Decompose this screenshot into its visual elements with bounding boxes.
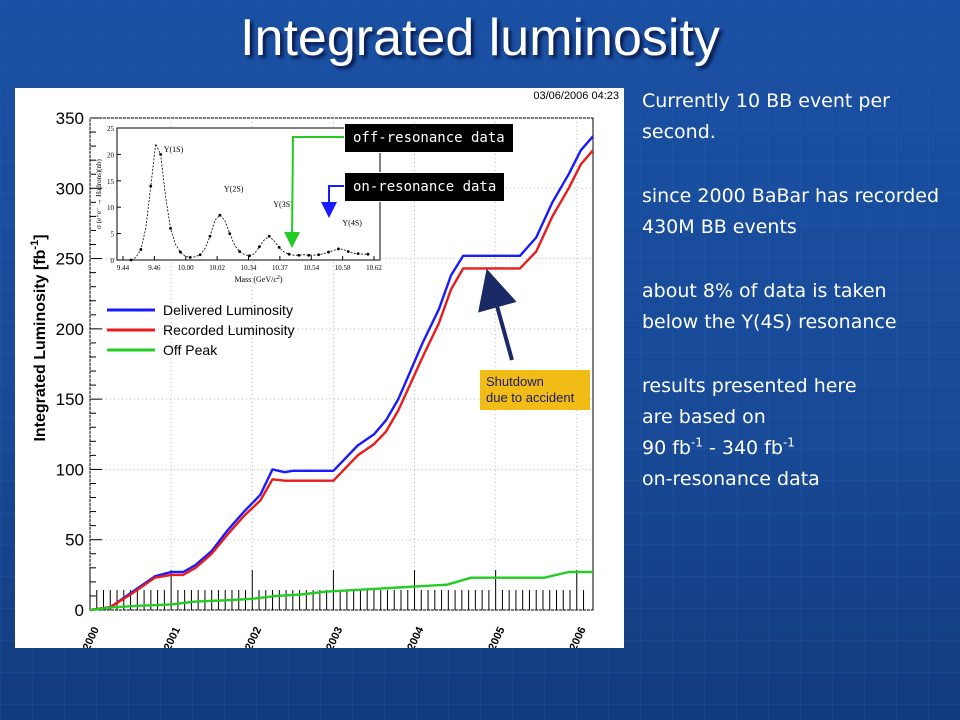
legend-label: Off Peak	[163, 342, 218, 358]
inset-x-tick-label: 10.58	[335, 264, 351, 272]
inset-y-tick-label: 0	[111, 257, 115, 265]
bullet-4-line-1: results presented here	[642, 375, 857, 397]
inset-point	[336, 247, 340, 251]
range-end-sup: -1	[782, 435, 795, 450]
inset-point	[248, 254, 251, 258]
y-tick-label: 150	[56, 390, 84, 409]
inset-y-tick-label: 25	[107, 125, 115, 133]
inset-x-tick-label: 10.54	[303, 264, 319, 272]
chart-panel: 03/06/2006 04:23 0 50 100 150 200 250 300 350 200…	[15, 88, 624, 648]
inset-x-label-text: Mass (GeV/c	[234, 275, 277, 284]
range-start: 90 fb	[642, 437, 691, 459]
inset-point	[228, 232, 232, 236]
inset-point	[169, 226, 172, 230]
bullet-4-line-4: on-resonance data	[642, 468, 820, 490]
on-resonance-callout: on-resonance data	[344, 172, 506, 202]
inset-x-tick-label: 10.02	[209, 264, 225, 272]
slide-title: Integrated luminosity	[240, 9, 720, 67]
legend-label: Recorded Luminosity	[163, 322, 295, 338]
inset-point	[327, 250, 330, 254]
inset-x-tick-label: 10.34	[241, 264, 257, 272]
inset-peak-label: Υ(1S)	[164, 145, 184, 154]
inset-y-tick-label: 15	[107, 178, 115, 186]
inset-peak-label: Υ(4S)	[342, 219, 362, 228]
inset-x-label: Mass (GeV/c2)	[234, 275, 282, 284]
inset-x-tick-label: 10.37	[272, 264, 288, 272]
inset-y-tick-label: 10	[107, 204, 115, 212]
y-axis-label: Integrated Luminosity [fb-1]	[29, 234, 49, 441]
y-tick-label: 0	[75, 601, 84, 620]
inset-point	[307, 253, 311, 257]
chart-timestamp: 03/06/2006 04:23	[533, 90, 619, 102]
range-start-sup: -1	[690, 435, 703, 450]
inset-point	[129, 258, 133, 262]
inset-point	[159, 153, 163, 156]
y-tick-label: 250	[56, 250, 84, 269]
y-axis-label-text: Integrated Luminosity [fb	[32, 249, 49, 441]
y-axis-label-end: ]	[32, 234, 49, 239]
y-tick-label: 50	[65, 531, 84, 550]
inset-point	[178, 250, 182, 254]
inset-point	[218, 213, 222, 217]
shutdown-line-2: due to accident	[486, 390, 575, 405]
inset-x-tick-label: 10.62	[366, 264, 382, 272]
bullet-2: since 2000 BaBar has recorded 430M BB ev…	[642, 185, 940, 238]
inset-x-tick-label: 10.00	[178, 264, 194, 272]
bullet-4-line-3: 90 fb-1 - 340 fb-1	[642, 433, 942, 464]
legend-label: Delivered Luminosity	[163, 302, 293, 318]
series-line-off-peak	[89, 570, 593, 612]
shutdown-line-1: Shutdown	[486, 374, 544, 389]
inset-point	[317, 253, 321, 257]
inset-x-tick-label: 9.44	[117, 264, 130, 272]
bullet-list: Currently 10 BB event per second. since …	[642, 86, 942, 495]
off-resonance-arrow	[284, 136, 345, 248]
shutdown-arrow	[478, 268, 517, 361]
inset-y-label: σ (e⁺e⁻ → Hadrons)(nb)	[95, 158, 103, 228]
off-resonance-callout: off-resonance data	[344, 123, 514, 153]
y-tick-label: 350	[56, 109, 84, 128]
inset-peak-label: Υ(2S)	[224, 184, 244, 193]
range-end: - 340 fb	[702, 437, 783, 459]
y-axis-label-sup: -1	[29, 240, 41, 250]
inset-peak-label: Υ(3S)	[273, 200, 293, 209]
inset-point	[297, 253, 301, 257]
inset-point	[366, 252, 370, 256]
series-line-delivered-luminosity	[89, 135, 594, 612]
inset-point	[257, 245, 261, 249]
inset-point	[346, 250, 350, 253]
inset-point	[287, 252, 291, 256]
y-tick-label: 100	[56, 460, 84, 479]
inset-point	[356, 252, 360, 256]
series-line-recorded-luminosity	[89, 149, 594, 612]
inset-x-label-end: )	[280, 275, 283, 284]
luminosity-chart: 03/06/2006 04:23050100150200250300350200…	[29, 90, 619, 648]
inset-point	[238, 250, 242, 253]
inset-point	[277, 245, 281, 249]
inset-point	[188, 255, 192, 259]
inset-point	[149, 184, 153, 188]
y-tick-label: 200	[56, 320, 84, 339]
y-tick-label: 300	[56, 179, 84, 198]
bullet-4-line-2: are based on	[642, 406, 766, 428]
inset-x-label-sup: 2	[277, 275, 280, 281]
inset-point	[267, 234, 271, 238]
bullet-3: about 8% of data is taken below the Υ(4S…	[642, 280, 897, 333]
shutdown-callout: Shutdown due to accident	[480, 370, 590, 410]
inset-y-tick-label: 20	[107, 151, 115, 159]
inset-point	[208, 234, 212, 238]
bullet-1: Currently 10 BB event per second.	[642, 90, 890, 143]
inset-y-tick-label: 5	[111, 231, 115, 239]
on-resonance-arrow	[321, 185, 345, 218]
inset-x-tick-label: 9.46	[148, 264, 161, 272]
inset-point	[139, 248, 143, 251]
inset-point	[198, 253, 202, 257]
